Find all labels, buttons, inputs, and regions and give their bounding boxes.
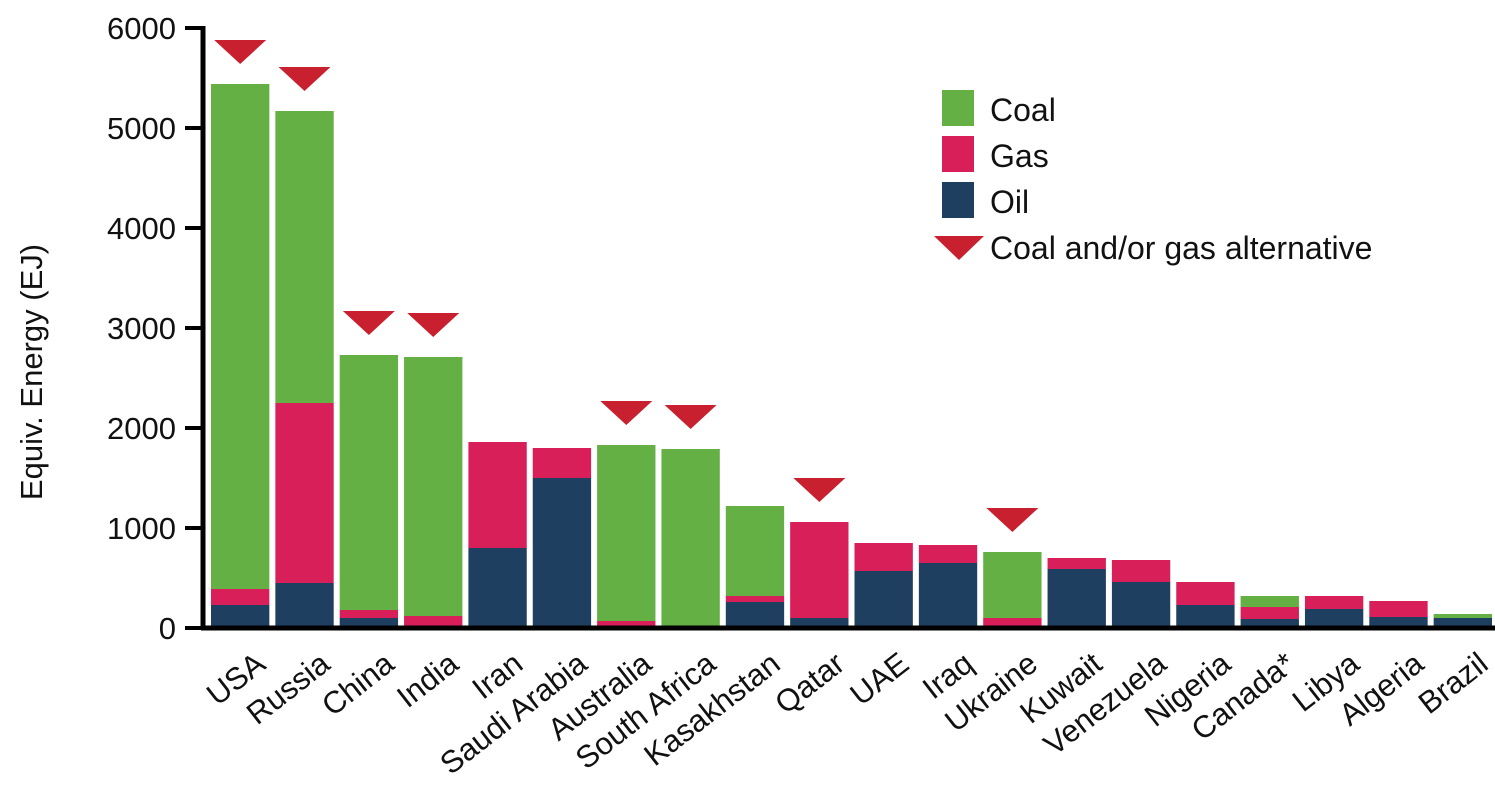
bar-nigeria-gas <box>1176 582 1235 605</box>
legend-swatch-oil <box>942 182 974 218</box>
bar-kuwait-oil <box>1047 569 1106 628</box>
y-tick-label-4000: 4000 <box>107 211 176 246</box>
alternative-marker-ukraine <box>986 508 1039 532</box>
alternative-marker-russia <box>278 67 331 91</box>
bar-kasakhstan-gas <box>725 596 785 602</box>
alternative-markers-layer <box>214 40 1039 532</box>
bar-iran-gas <box>468 442 527 548</box>
bar-usa-oil <box>211 605 270 628</box>
bar-australia-coal <box>597 445 656 621</box>
bar-kasakhstan-oil <box>725 602 785 628</box>
bar-venezuela-gas <box>1111 560 1171 582</box>
bar-iraq-gas <box>918 545 978 563</box>
legend-label-alternative-marker: Coal and/or gas alternative <box>990 230 1372 266</box>
bar-iran-oil <box>468 548 527 628</box>
bar-libya-oil <box>1304 609 1364 628</box>
y-axis-title: Equiv. Energy (EJ) <box>14 244 49 500</box>
x-label-uae: UAE <box>843 645 915 712</box>
y-tick-labels: 0 1000 2000 3000 4000 5000 6000 <box>107 11 176 646</box>
x-label-brazil: Brazil <box>1412 645 1495 720</box>
bar-china-gas <box>339 610 399 618</box>
bar-venezuela-oil <box>1111 582 1171 628</box>
y-tick-label-1000: 1000 <box>107 511 176 546</box>
bar-china-oil <box>339 618 399 628</box>
y-tick-label-3000: 3000 <box>107 311 176 346</box>
bar-australia-gas <box>597 621 656 627</box>
bar-russia-oil <box>275 583 334 628</box>
legend-swatch-gas <box>942 136 974 172</box>
bar-saudi-arabia-oil <box>532 478 592 628</box>
alternative-marker-china <box>342 311 395 335</box>
alternative-marker-qatar <box>793 478 846 502</box>
bar-canada-oil <box>1240 619 1299 628</box>
bar-russia-gas <box>275 403 334 583</box>
bar-qatar-gas <box>790 522 849 618</box>
bar-kuwait-gas <box>1047 558 1106 569</box>
alternative-marker-india <box>407 313 460 337</box>
y-tick-label-0: 0 <box>159 611 176 646</box>
bar-south-africa-coal <box>661 449 720 628</box>
bar-brazil-coal <box>1433 614 1492 618</box>
bars-layer <box>211 84 1492 628</box>
bar-algeria-oil <box>1369 617 1428 628</box>
y-tick-label-6000: 6000 <box>107 11 176 46</box>
alternative-marker-south-africa <box>664 405 717 429</box>
legend: Coal Gas Oil Coal and/or gas alternative <box>934 90 1372 266</box>
bar-china-coal <box>339 355 399 610</box>
bar-canada-gas <box>1240 607 1299 619</box>
bar-ukraine-gas <box>983 618 1042 626</box>
legend-swatch-coal <box>942 90 974 126</box>
bar-ukraine-coal <box>983 552 1042 618</box>
y-tick-label-5000: 5000 <box>107 111 176 146</box>
bar-usa-gas <box>211 589 270 605</box>
alternative-marker-usa <box>214 40 267 64</box>
bar-qatar-oil <box>790 618 849 628</box>
bar-canada-coal <box>1240 596 1299 607</box>
alternative-marker-australia <box>600 401 653 425</box>
bar-uae-gas <box>854 543 913 571</box>
legend-label-gas: Gas <box>990 138 1049 174</box>
legend-label-oil: Oil <box>990 184 1029 220</box>
y-tick-label-2000: 2000 <box>107 411 176 446</box>
legend-swatch-alternative-marker <box>934 236 984 260</box>
axes-layer <box>185 26 1495 631</box>
bar-saudi-arabia-gas <box>532 448 592 478</box>
bar-india-gas <box>404 616 463 627</box>
bar-russia-coal <box>275 111 334 403</box>
x-label-qatar: Qatar <box>768 645 851 720</box>
bar-libya-gas <box>1304 596 1364 609</box>
bar-nigeria-oil <box>1176 605 1235 628</box>
bar-brazil-oil <box>1433 618 1492 628</box>
bar-iraq-oil <box>918 563 978 628</box>
bar-kasakhstan-coal <box>725 506 785 596</box>
bar-uae-oil <box>854 571 913 628</box>
legend-label-coal: Coal <box>990 92 1056 128</box>
x-label-india: India <box>390 645 465 714</box>
x-label-china: China <box>315 645 401 723</box>
bar-algeria-gas <box>1369 601 1428 617</box>
bar-usa-coal <box>211 84 270 589</box>
bar-india-coal <box>404 357 463 616</box>
